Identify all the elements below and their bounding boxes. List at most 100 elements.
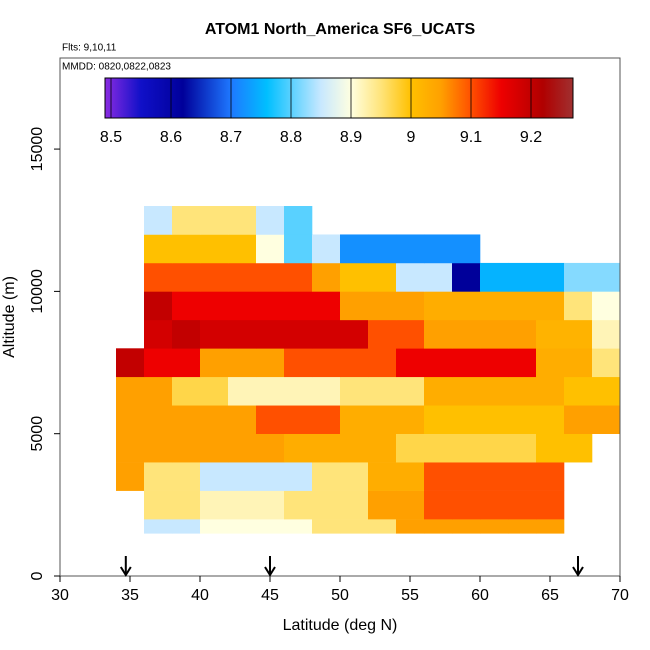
heat-cell [424,348,453,378]
heat-cell [200,234,229,264]
heat-cell [228,490,257,520]
heat-cell [312,519,341,534]
heat-cell [536,405,565,434]
heat-cell [424,319,453,349]
heat-cell [256,348,285,378]
heat-cell [284,405,313,434]
y-tick-label: 10000 [29,269,46,314]
heat-cell [144,262,173,292]
heat-cell [452,490,481,520]
heat-cell [172,376,201,406]
heat-cell [508,462,537,491]
heat-cell [200,319,229,349]
heat-cell [256,519,285,534]
arrow-head [264,566,276,577]
heat-cell [452,234,481,264]
heat-cell [172,348,201,378]
heat-cell [508,433,537,463]
heat-cell [424,234,453,264]
heat-cell [480,519,509,534]
y-axis-label: Altitude (m) [1,276,18,358]
heat-cell [312,462,341,491]
heat-cell [396,462,425,491]
heat-cell [144,519,173,534]
heat-cell [564,405,593,434]
colorbar-tick-label: 8.7 [220,129,242,146]
heat-cell [368,262,397,292]
heat-cell [452,262,481,292]
x-axis-label: Latitude (deg N) [283,617,398,634]
heat-cell [424,519,453,534]
heat-cell [424,262,453,292]
heat-cell [508,405,537,434]
colorbar-tick-label: 9.2 [520,129,542,146]
y-tick-label: 15000 [29,127,46,172]
heat-cell [340,462,369,491]
heat-cell [144,405,173,434]
heat-cell [172,462,201,491]
heat-cell [480,348,509,378]
heat-cell [228,319,257,349]
heat-cell [480,433,509,463]
heat-cell [592,319,621,349]
heat-cell [368,519,397,534]
heat-cell [256,433,285,463]
heat-cell [116,376,145,406]
arrow-head [119,566,132,577]
heat-cell [312,291,341,321]
heat-cell [172,291,201,321]
heat-cell [340,291,369,321]
heat-cell [564,376,593,406]
heat-cell [284,262,313,292]
heat-cell [340,433,369,463]
x-tick-label: 30 [51,587,69,604]
heat-cell [116,348,145,378]
heat-cell [144,291,173,321]
heat-cell [480,319,509,349]
heat-cell [284,206,313,235]
heat-cell [200,262,229,292]
heat-cell [284,348,313,378]
heat-cell [256,462,285,491]
x-tick-label: 40 [191,587,209,604]
heat-cell [368,462,397,491]
heat-cell [340,319,369,349]
heat-cell [228,405,257,434]
heat-cell [256,262,285,292]
heat-cell [480,376,509,406]
heat-cell [256,291,285,321]
heat-cell [592,348,621,378]
heat-cell [508,348,537,378]
heat-cell [144,348,173,378]
heat-cell [480,405,509,434]
heat-cell [452,405,481,434]
heat-cell [396,376,425,406]
x-tick-label: 35 [121,587,139,604]
chart-title: ATOM1 North_America SF6_UCATS [205,21,476,38]
colorbar-tick-label: 9 [407,129,416,146]
heat-cell [312,433,341,463]
heat-cell [508,291,537,321]
heat-cell [396,319,425,349]
x-tick-label: 45 [261,587,279,604]
heat-cell [592,376,621,406]
heat-cell [172,262,201,292]
heat-cell [200,376,229,406]
heat-cell [228,348,257,378]
x-tick-label: 60 [471,587,489,604]
y-tick-label: 0 [29,571,46,580]
heat-cell [284,462,313,491]
heat-cell [340,348,369,378]
heat-cell [536,262,565,292]
heat-cell [508,519,537,534]
heat-cell [396,519,425,534]
heat-cell [228,462,257,491]
heat-cell [200,433,229,463]
heat-cell [396,234,425,264]
heat-cell [368,319,397,349]
x-tick-label: 70 [611,587,629,604]
colorbar-tick-label: 8.9 [340,129,362,146]
heat-cell [564,348,593,378]
heat-cell [368,405,397,434]
heat-cell [256,234,285,264]
